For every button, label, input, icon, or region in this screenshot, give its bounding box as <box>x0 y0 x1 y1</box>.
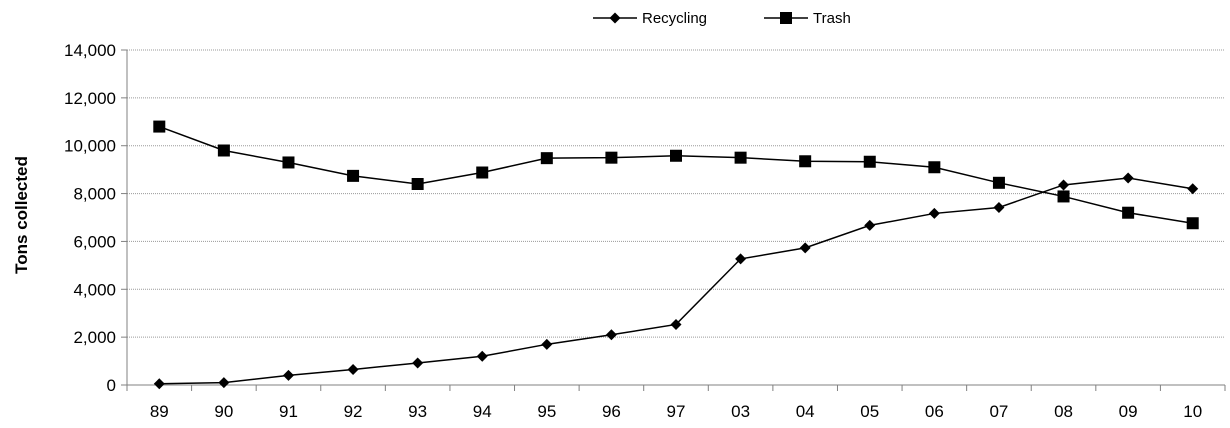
data-point-trash <box>411 178 424 190</box>
data-point-trash <box>153 120 166 133</box>
y-tick-label: 4,000 <box>73 280 116 299</box>
legend-label: Trash <box>813 10 851 27</box>
data-point-recycling <box>541 338 553 350</box>
series-recycling <box>153 172 1199 390</box>
x-tick-label: 96 <box>602 402 621 421</box>
data-point-trash <box>1122 206 1135 219</box>
x-tick-label: 97 <box>667 402 686 421</box>
data-point-recycling <box>153 378 165 390</box>
x-tick-label: 03 <box>731 402 750 421</box>
data-point-trash <box>734 151 747 164</box>
data-point-trash <box>928 161 941 174</box>
legend-label: Recycling <box>642 10 707 27</box>
y-tick-labels: 0 2,000 4,000 6,000 8,000 10,000 12,000 14,000 <box>64 41 116 395</box>
x-tick-label: 93 <box>408 402 427 421</box>
data-point-recycling <box>670 318 682 330</box>
legend: Recycling Trash <box>593 10 851 27</box>
data-point-recycling <box>1122 172 1134 184</box>
x-tick-label: 94 <box>473 402 492 421</box>
axes <box>121 49 1226 391</box>
series-line-trash <box>159 125 1193 224</box>
x-tick-label: 04 <box>796 402 815 421</box>
x-tick-label: 09 <box>1119 402 1138 421</box>
x-tick-label: 91 <box>279 402 298 421</box>
y-tick-label: 12,000 <box>64 89 116 108</box>
data-point-trash <box>992 176 1005 189</box>
series <box>153 120 1199 390</box>
x-tick-label: 06 <box>925 402 944 421</box>
data-point-trash <box>217 144 230 157</box>
x-tick-label: 07 <box>989 402 1008 421</box>
data-point-recycling <box>1058 179 1070 191</box>
x-tick-label: 89 <box>150 402 169 421</box>
x-tick-label: 90 <box>214 402 233 421</box>
legend-marker-diamond <box>609 12 621 24</box>
data-point-recycling <box>1187 183 1199 195</box>
x-tick-label: 95 <box>537 402 556 421</box>
y-axis-title: Tons collected <box>12 156 31 274</box>
data-point-trash <box>670 149 682 162</box>
y-tick-label: 8,000 <box>73 185 116 204</box>
data-point-recycling <box>282 369 294 381</box>
data-point-recycling <box>735 253 747 265</box>
data-point-trash <box>605 151 618 164</box>
data-point-recycling <box>864 219 876 231</box>
data-point-recycling <box>476 350 488 362</box>
x-tick-label: 05 <box>860 402 879 421</box>
y-tick-label: 2,000 <box>73 328 116 347</box>
series-trash <box>153 120 1199 230</box>
x-tick-label: 92 <box>344 402 363 421</box>
y-tick-label: 6,000 <box>73 232 116 251</box>
data-point-trash <box>540 152 553 165</box>
gridlines <box>127 49 1225 338</box>
y-tick-label: 0 <box>107 376 116 395</box>
data-point-recycling <box>347 363 359 375</box>
data-point-trash <box>347 169 360 182</box>
data-point-recycling <box>218 377 230 389</box>
data-point-trash <box>1057 190 1070 203</box>
legend-item-trash: Trash <box>764 10 851 27</box>
legend-marker-square <box>780 12 792 24</box>
x-tick-label: 10 <box>1183 402 1202 421</box>
data-point-trash <box>799 155 812 168</box>
data-point-trash <box>1186 217 1199 230</box>
x-tick-labels: 89 90 91 92 93 94 95 96 97 03 04 05 06 07 08 09 10 <box>150 402 1202 421</box>
y-tick-label: 14,000 <box>64 41 116 60</box>
data-point-recycling <box>412 357 424 369</box>
data-point-recycling <box>799 242 811 254</box>
legend-item-recycling: Recycling <box>593 10 707 27</box>
y-tick-label: 10,000 <box>64 137 116 156</box>
series-line-recycling <box>159 177 1193 385</box>
data-point-trash <box>863 155 876 168</box>
data-point-recycling <box>993 201 1005 213</box>
data-point-trash <box>282 156 295 169</box>
x-tick-label: 08 <box>1054 402 1073 421</box>
data-point-recycling <box>605 329 617 341</box>
data-point-trash <box>476 166 489 179</box>
data-point-recycling <box>928 207 940 219</box>
